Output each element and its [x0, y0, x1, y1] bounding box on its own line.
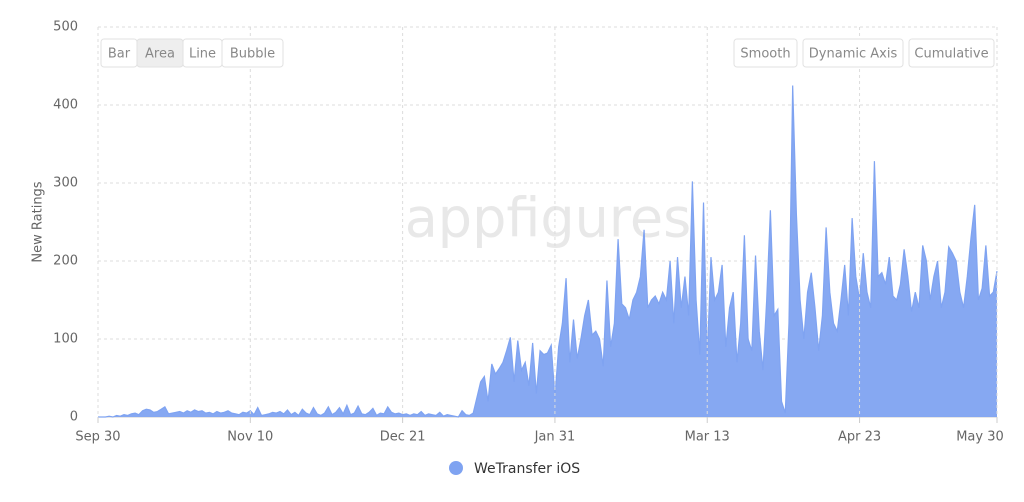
x-tick-label: Sep 30: [75, 430, 120, 445]
y-tick-label: 400: [53, 98, 78, 113]
y-tick-label: 500: [53, 20, 78, 35]
button-label[interactable]: Line: [189, 47, 216, 62]
button[interactable]: Smooth: [733, 38, 798, 68]
plot-area: 0 100 200 300 400 500 Sep 30 Nov 10 Dec 21 Jan 31…: [53, 20, 1004, 478]
button[interactable]: Dynamic Axis: [802, 38, 904, 68]
button-label[interactable]: Area: [145, 47, 175, 62]
button-bg[interactable]: [733, 38, 798, 68]
y-axis-label: New Ratings: [31, 181, 46, 262]
y-tick-label: 100: [53, 332, 78, 347]
button[interactable]: Bar: [100, 38, 138, 68]
button[interactable]: Line: [182, 38, 223, 68]
y-tick-label: 300: [53, 176, 78, 191]
button[interactable]: Cumulative: [908, 38, 995, 68]
button-label[interactable]: Bar: [108, 47, 131, 62]
x-tick-label: Jan 31: [534, 430, 576, 445]
button[interactable]: Area: [136, 38, 184, 68]
y-tick-label: 200: [53, 254, 78, 269]
y-tick-label: 0: [70, 410, 78, 425]
controls: Bar Area Line Bubble Smooth Dynamic Axis Cumul…: [100, 38, 995, 68]
legend-label: WeTransfer iOS: [474, 461, 580, 477]
legend-marker: [449, 461, 463, 475]
x-tick-label: Dec 21: [380, 430, 426, 445]
button[interactable]: Bubble: [221, 38, 284, 68]
x-tick-label: May 30: [956, 430, 1004, 445]
area: [98, 85, 997, 417]
button-bg[interactable]: [908, 38, 995, 68]
button-bg[interactable]: [802, 38, 904, 68]
x-tick-label: Apr 23: [838, 430, 881, 445]
button-label[interactable]: Smooth: [740, 47, 790, 62]
button-label[interactable]: Dynamic Axis: [809, 47, 898, 62]
area-line: [98, 85, 998, 418]
button-label[interactable]: Bubble: [230, 47, 275, 62]
watermark: appfigures: [405, 187, 692, 250]
button-bg[interactable]: [221, 38, 284, 68]
button-label[interactable]: Cumulative: [914, 47, 988, 62]
x-tick-label: Mar 13: [685, 430, 730, 445]
x-tick-label: Nov 10: [227, 430, 273, 445]
